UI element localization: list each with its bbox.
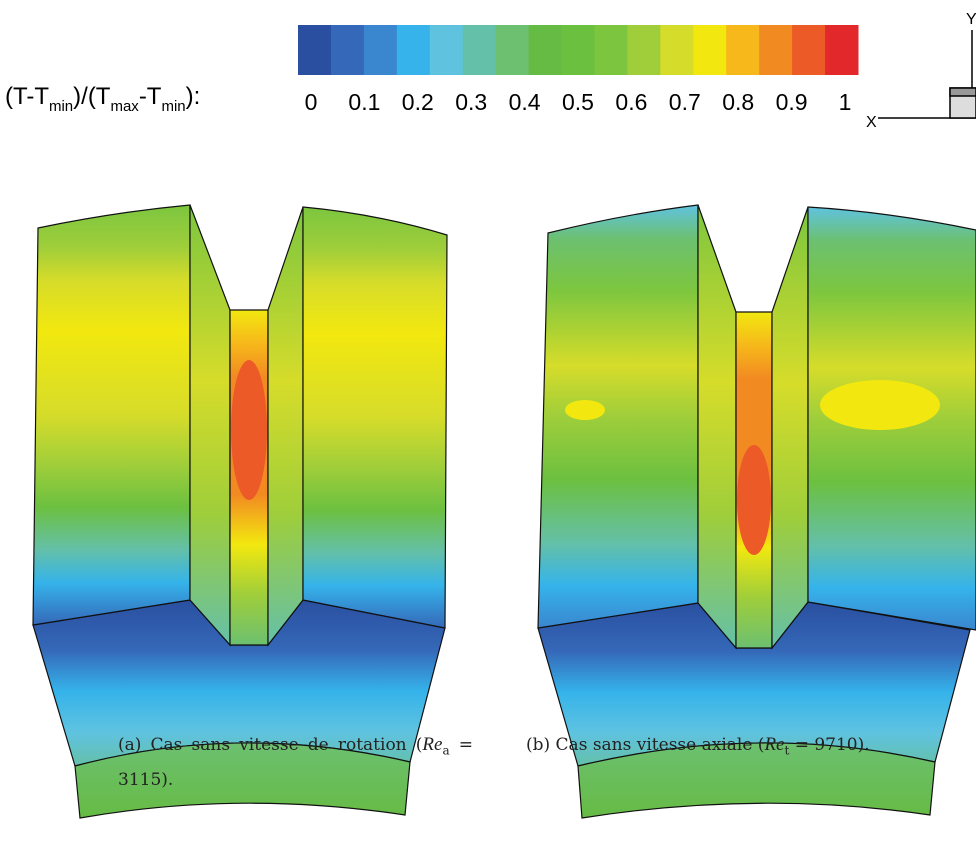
colorbar-tick-label: 0.4 [509, 89, 541, 115]
colorbar-band [561, 25, 595, 75]
caption-sub: a [442, 743, 450, 758]
caption-math: Re [764, 734, 785, 755]
left-block [537, 204, 699, 629]
colorbar-band [759, 25, 793, 75]
caption-sub: t [784, 743, 790, 758]
x-axis-label: X [866, 114, 877, 131]
colorbar-tick-label: 1 [839, 89, 852, 115]
label-text: ): [186, 83, 201, 110]
colorbar-band [298, 25, 332, 75]
colorbar-tick-label: 0.7 [669, 89, 701, 115]
triad-box-top [949, 87, 976, 97]
groove-wall [697, 204, 737, 650]
caption: (a) Cas sans vitesse de rotation (Rea = … [118, 730, 473, 795]
panel-a [32, 204, 448, 819]
colorbar-band [627, 25, 661, 75]
colorbar-band [462, 25, 497, 75]
colorbar-tick-label: 0.3 [455, 89, 487, 115]
colorbar-tick-label: 0.8 [722, 89, 754, 115]
label-text: )/(T [73, 83, 111, 110]
colorbar-band [396, 25, 431, 75]
base-ring [577, 742, 936, 819]
colorbar [298, 25, 859, 75]
hot-spot [231, 360, 267, 500]
groove-wall [189, 204, 231, 647]
groove-wall [771, 206, 809, 650]
caption: (b) Cas sans vitesse axiale (Ret = 9710)… [526, 730, 976, 765]
colorbar-tick-label: 0.1 [348, 89, 380, 115]
colorbar-band [693, 25, 727, 75]
caption-text: = 3115). [118, 735, 473, 791]
warm-spot [820, 380, 940, 430]
axes-triad [878, 30, 976, 119]
caption-text: = 9710). [789, 735, 870, 755]
colorbar-band [594, 25, 628, 75]
colorbar-band [726, 25, 760, 75]
groove-wall [267, 206, 304, 647]
right-block [302, 206, 448, 629]
colorbar-label: (T-Tmin)/(Tmax-Tmin): [5, 83, 200, 115]
colorbar-band [495, 25, 530, 75]
colorbar-tick-label: 0.6 [615, 89, 647, 115]
label-text: (T-T [5, 83, 49, 110]
label-text: -T [139, 83, 162, 110]
caption-text: (a) Cas sans vitesse de rotation ( [118, 735, 423, 755]
caption-math: Re [422, 734, 443, 755]
colorbar-band [528, 25, 563, 75]
colorbar-band [363, 25, 398, 75]
colorbar-band [792, 25, 826, 75]
colorbar-band [330, 25, 365, 75]
colorbar-tick-label: 0.2 [402, 89, 434, 115]
caption-text: (b) Cas sans vitesse axiale ( [526, 735, 765, 755]
panel-b [537, 204, 976, 819]
base-ring [74, 742, 411, 819]
label-subscript: max [110, 98, 139, 115]
y-axis-label: Y [966, 11, 976, 28]
left-block [32, 204, 191, 626]
label-subscript: min [161, 98, 185, 115]
colorbar-tick-label: 0.9 [776, 89, 808, 115]
colorbar-tick-label: 0 [305, 89, 318, 115]
colorbar-band [825, 25, 859, 75]
colorbar-band [429, 25, 464, 75]
label-subscript: min [49, 98, 73, 115]
warm-spot [565, 400, 605, 420]
hot-spot [737, 445, 771, 555]
colorbar-band [660, 25, 694, 75]
colorbar-tick-label: 0.5 [562, 89, 594, 115]
